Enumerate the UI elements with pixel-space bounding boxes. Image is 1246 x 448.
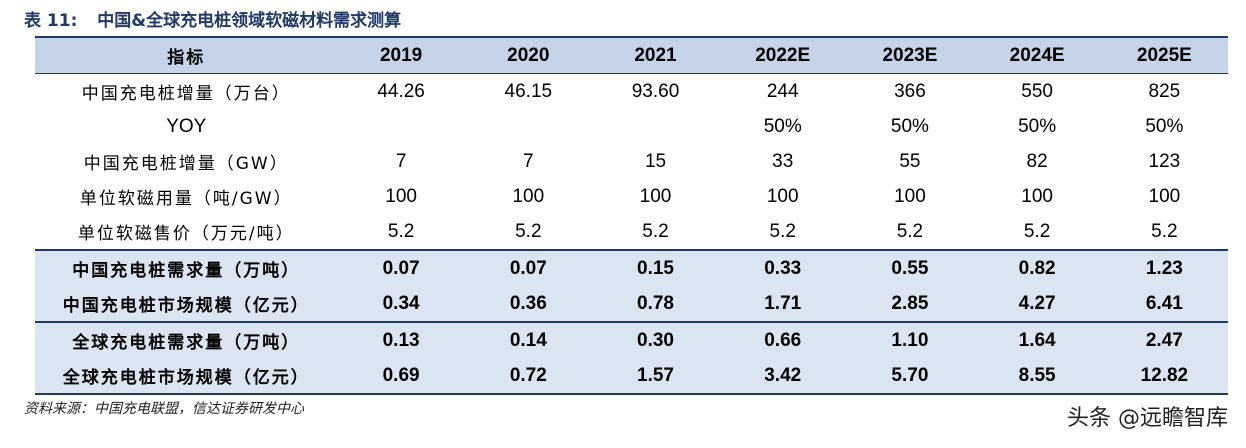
table-cell: 0.07 xyxy=(337,249,465,286)
source-note: 资料来源：中国充电联盟，信达证券研发中心 xyxy=(24,401,304,417)
table-cell: 0.13 xyxy=(337,321,465,358)
table-row-highlight: 中国充电桩市场规模（亿元） 0.34 0.36 0.78 1.71 2.85 4… xyxy=(35,286,1228,322)
table-cell: 0.69 xyxy=(382,364,420,386)
table-cell: 0.72 xyxy=(509,364,547,386)
table-cell: 4.27 xyxy=(1018,292,1056,314)
table-cell: 825 xyxy=(1148,80,1181,102)
table-cell: 100 xyxy=(385,185,417,207)
table-cell: 0.14 xyxy=(464,321,592,358)
table-cell: 50% xyxy=(890,115,929,137)
header-2020: 2020 xyxy=(464,37,592,74)
table-cell: 5.70 xyxy=(891,364,929,386)
table-cell xyxy=(338,109,465,144)
table-row: YOY 50% 50% 50% 50% xyxy=(35,109,1228,144)
table-cell: 82 xyxy=(1026,150,1048,172)
table-cell: 0.30 xyxy=(591,321,720,358)
watermark-text: 头条 @远瞻智库 xyxy=(1067,406,1228,431)
table-cell: 44.26 xyxy=(377,80,425,102)
header-2019: 2019 xyxy=(337,37,465,74)
table-cell: 50% xyxy=(1018,115,1057,137)
caption-title: 中国&全球充电桩领域软磁材料需求测算 xyxy=(97,11,402,31)
table-cell: 50% xyxy=(763,115,802,137)
table-cell: 33 xyxy=(772,150,794,172)
table-cell: 5.2 xyxy=(387,220,415,242)
header-2024e: 2024E xyxy=(973,37,1101,74)
table-row: 单位软磁售价（万元/吨） 5.2 5.2 5.2 5.2 5.2 5.2 5.2 xyxy=(35,214,1228,250)
table-header-row: 指标 2019 2020 2021 2022E 2023E 2024E 2025… xyxy=(35,37,1228,74)
table-row: 中国充电桩增量（GW） 7 7 15 33 55 82 123 xyxy=(35,144,1228,179)
table-cell: 15 xyxy=(644,150,667,172)
row-label: 单位软磁售价（万元/吨） xyxy=(77,224,295,244)
table-cell: 1.57 xyxy=(637,364,674,386)
table-cell: 5.2 xyxy=(769,220,796,242)
row-label: 全球充电桩需求量（万吨） xyxy=(35,321,338,358)
header-indicator: 指标 xyxy=(35,37,338,74)
header-2023e: 2023E xyxy=(846,37,974,74)
table-cell: 7 xyxy=(395,150,407,172)
table-cell: 0.78 xyxy=(637,292,674,314)
table-cell: 93.60 xyxy=(631,80,680,102)
header-2021: 2021 xyxy=(591,37,720,74)
table-row: 中国充电桩增量（万台） 44.26 46.15 93.60 244 366 55… xyxy=(35,74,1228,110)
row-label: 中国充电桩需求量（万吨） xyxy=(35,249,338,286)
table-cell: 366 xyxy=(894,80,926,102)
table-cell: 1.23 xyxy=(1100,249,1228,286)
demand-table: 指标 2019 2020 2021 2022E 2023E 2024E 2025… xyxy=(35,36,1228,395)
table-cell: 1.64 xyxy=(973,321,1101,358)
row-label: 单位软磁用量（吨/GW） xyxy=(79,189,293,209)
table-cell: 5.2 xyxy=(1151,220,1178,242)
table-cell: 0.15 xyxy=(591,249,720,286)
table-cell xyxy=(465,109,592,144)
table-cell: 5.2 xyxy=(642,220,669,242)
table-cell: 6.41 xyxy=(1145,292,1183,314)
table-cell: 100 xyxy=(512,185,545,207)
table-cell: 0.55 xyxy=(846,249,974,286)
table-cell: 7 xyxy=(523,150,534,172)
table-caption: 表 11: 中国&全球充电桩领域软磁材料需求测算 xyxy=(24,6,401,31)
table-cell: 1.71 xyxy=(764,292,802,314)
table-cell: 244 xyxy=(766,80,799,102)
table-cell: 123 xyxy=(1148,150,1181,172)
table-cell: 5.2 xyxy=(1023,220,1051,242)
table-cell: 0.66 xyxy=(719,321,847,358)
table-cell: 100 xyxy=(1148,185,1181,207)
table-cell: 2.85 xyxy=(891,292,929,314)
table-row-highlight: 中国充电桩需求量（万吨） 0.07 0.07 0.15 0.33 0.55 0.… xyxy=(35,249,1228,286)
table-cell: 0.07 xyxy=(464,249,592,286)
table-cell: 5.2 xyxy=(515,220,542,242)
table-row-highlight: 全球充电桩需求量（万吨） 0.13 0.14 0.30 0.66 1.10 1.… xyxy=(35,321,1228,358)
row-label: YOY xyxy=(166,115,207,137)
table-cell: 0.36 xyxy=(509,292,547,314)
table-row: 单位软磁用量（吨/GW） 100 100 100 100 100 100 100 xyxy=(35,179,1228,214)
table-cell xyxy=(592,109,719,144)
table-row-highlight: 全球充电桩市场规模（亿元） 0.69 0.72 1.57 3.42 5.70 8… xyxy=(35,358,1228,394)
table-cell: 0.33 xyxy=(719,249,847,286)
table-cell: 55 xyxy=(899,150,921,172)
table-cell: 0.82 xyxy=(973,249,1101,286)
row-label: 中国充电桩增量（GW） xyxy=(83,154,289,174)
table-cell: 100 xyxy=(639,185,672,207)
table-cell: 3.42 xyxy=(764,364,802,386)
table-cell: 100 xyxy=(1021,185,1053,207)
table-cell: 12.82 xyxy=(1140,364,1189,386)
table-cell: 1.10 xyxy=(846,321,974,358)
table-cell: 8.55 xyxy=(1018,364,1056,386)
table-cell: 100 xyxy=(894,185,926,207)
table-cell: 50% xyxy=(1145,115,1184,137)
table-cell: 2.47 xyxy=(1100,321,1228,358)
row-label: 全球充电桩市场规模（亿元） xyxy=(62,368,310,388)
caption-prefix: 表 11: xyxy=(24,11,78,31)
row-label: 中国充电桩增量（万台） xyxy=(81,84,291,104)
table-cell: 550 xyxy=(1021,80,1053,102)
table-cell: 100 xyxy=(766,185,799,207)
row-label: 中国充电桩市场规模（亿元） xyxy=(62,296,310,316)
header-2022e: 2022E xyxy=(719,37,847,74)
table-cell: 0.34 xyxy=(382,292,420,314)
table-cell: 5.2 xyxy=(896,220,924,242)
table-cell: 46.15 xyxy=(504,80,553,102)
header-2025e: 2025E xyxy=(1100,37,1228,74)
